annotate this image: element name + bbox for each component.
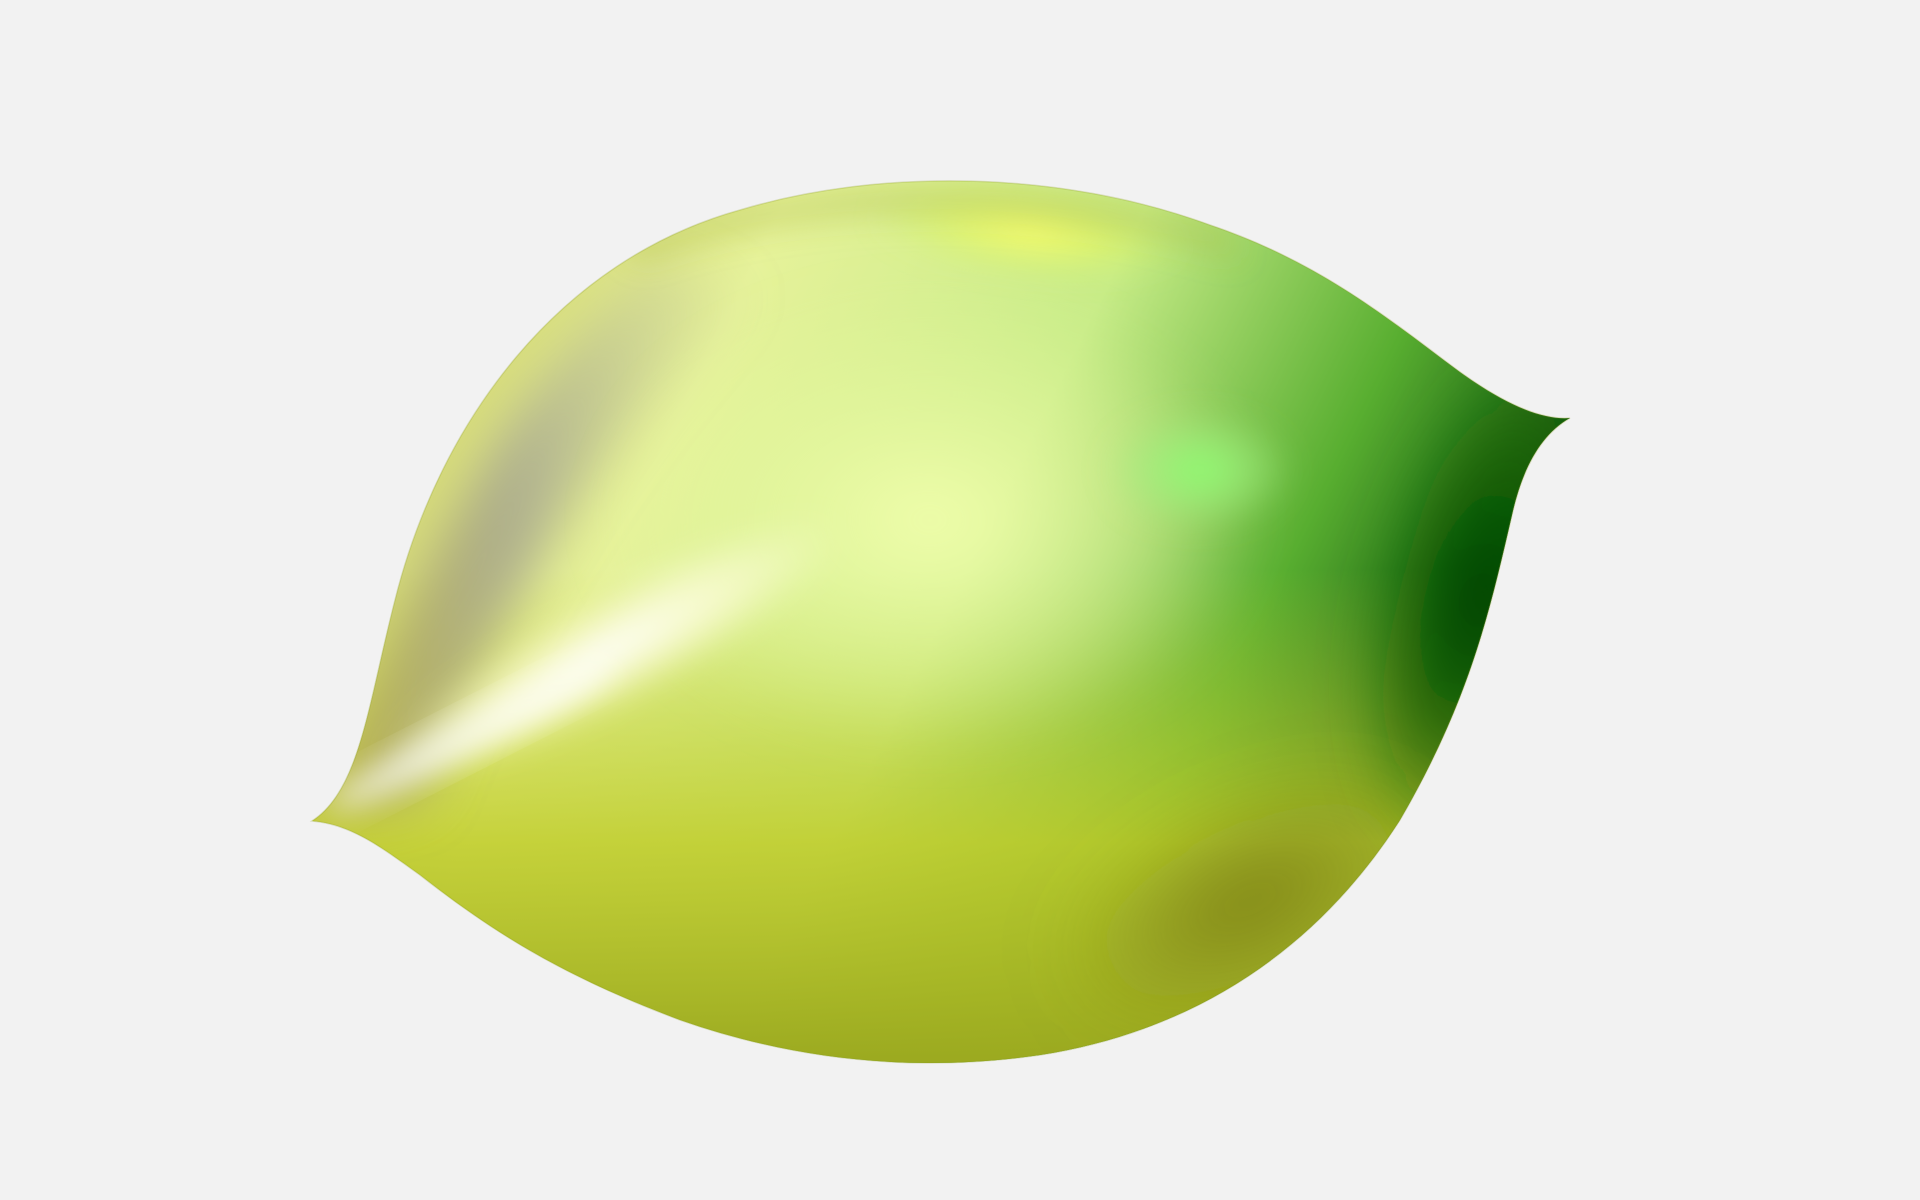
green-highlight-spot	[1105, 410, 1295, 530]
top-rim-shade	[620, 184, 1240, 262]
center-glow	[600, 290, 1260, 750]
lower-right-olive-shade	[1064, 782, 1436, 1018]
tip-highlight-core	[327, 660, 613, 810]
left-ridge-band	[312, 260, 760, 820]
leaf-outline	[309, 180, 1571, 1064]
